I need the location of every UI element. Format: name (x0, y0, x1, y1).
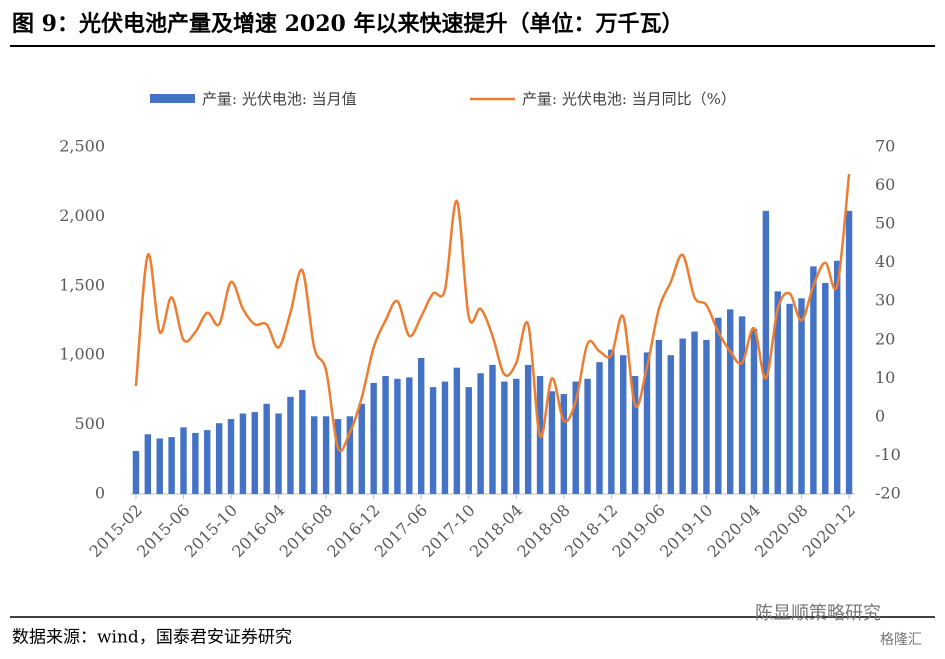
bar (489, 364, 496, 494)
bar (798, 298, 805, 494)
bar (584, 378, 591, 494)
bar (750, 328, 758, 494)
bar (144, 434, 152, 494)
bar (299, 389, 306, 494)
bar (346, 416, 354, 494)
y2-tick-label: 20 (875, 329, 895, 348)
y2-tick-label: 50 (875, 214, 895, 233)
bar (572, 381, 579, 494)
y2-tick-label: 60 (875, 175, 895, 194)
bar (180, 427, 187, 494)
bar (453, 367, 461, 494)
y2-tick-label: -10 (875, 445, 901, 464)
bar (726, 309, 734, 494)
y2-tick-label: 10 (875, 368, 895, 387)
bar (406, 377, 413, 494)
y-tick-label: 500 (74, 414, 105, 433)
bar (417, 357, 425, 494)
bar (679, 338, 686, 494)
bar (156, 438, 163, 494)
bar (845, 210, 853, 494)
bar (168, 437, 175, 494)
bar (822, 283, 829, 494)
chart-title: 图 9：光伏电池产量及增速 2020 年以来快速提升（单位：万千瓦） (12, 11, 684, 37)
bar (251, 412, 259, 494)
y2-tick-label: 70 (875, 137, 895, 156)
bar (394, 378, 401, 494)
legend-swatch (150, 94, 195, 103)
bar (429, 387, 437, 494)
bar (513, 378, 520, 494)
y2-tick-label: 30 (875, 291, 895, 310)
bar (655, 339, 663, 494)
logo: 格隆汇 (880, 632, 922, 648)
bar (311, 416, 318, 494)
bar (370, 382, 377, 494)
bar (382, 376, 389, 494)
bar (501, 381, 508, 494)
y2-tick-label: 0 (875, 406, 885, 425)
bar (548, 391, 556, 494)
bar (596, 362, 603, 494)
y-tick-label: 1,000 (59, 345, 105, 364)
bar (738, 316, 746, 494)
bar (774, 291, 781, 494)
bar (608, 349, 615, 494)
bar (322, 416, 330, 494)
bar (204, 430, 211, 494)
bar (715, 317, 722, 494)
bar (192, 432, 199, 494)
bar (643, 352, 651, 494)
bar (132, 450, 140, 494)
watermark: 陈显顺策略研究 (755, 603, 881, 624)
bar (477, 373, 484, 494)
bar (691, 331, 698, 494)
source: 数据来源：wind，国泰君安证券研究 (12, 628, 292, 648)
line (134, 173, 851, 453)
y-tick-label: 0 (95, 484, 105, 503)
bar (334, 419, 342, 494)
y2-tick-label: 40 (875, 252, 895, 271)
bar (833, 260, 841, 494)
bar (441, 381, 449, 494)
bar (239, 413, 247, 494)
bar (762, 210, 770, 494)
x-tick-label: 2020-12 (799, 501, 859, 561)
bar (524, 364, 532, 494)
bar (786, 303, 793, 494)
legend-label: 产量: 光伏电池: 当月值 (202, 90, 357, 108)
bar (287, 396, 294, 494)
bar (703, 339, 710, 494)
y-tick-label: 1,500 (59, 275, 105, 294)
bar (227, 419, 235, 494)
legend-label: 产量: 光伏电池: 当月同比（%） (522, 90, 736, 108)
bar (215, 423, 223, 494)
bar (667, 355, 674, 494)
bar (358, 403, 365, 494)
bar (620, 355, 627, 494)
y2-tick-label: -20 (875, 484, 901, 503)
bar (275, 413, 282, 494)
bar (810, 266, 817, 494)
bar (465, 387, 472, 494)
y-tick-label: 2,000 (59, 206, 105, 225)
y-tick-label: 2,500 (59, 137, 105, 156)
bar (560, 394, 568, 494)
bar (631, 376, 639, 494)
bar (263, 403, 270, 494)
